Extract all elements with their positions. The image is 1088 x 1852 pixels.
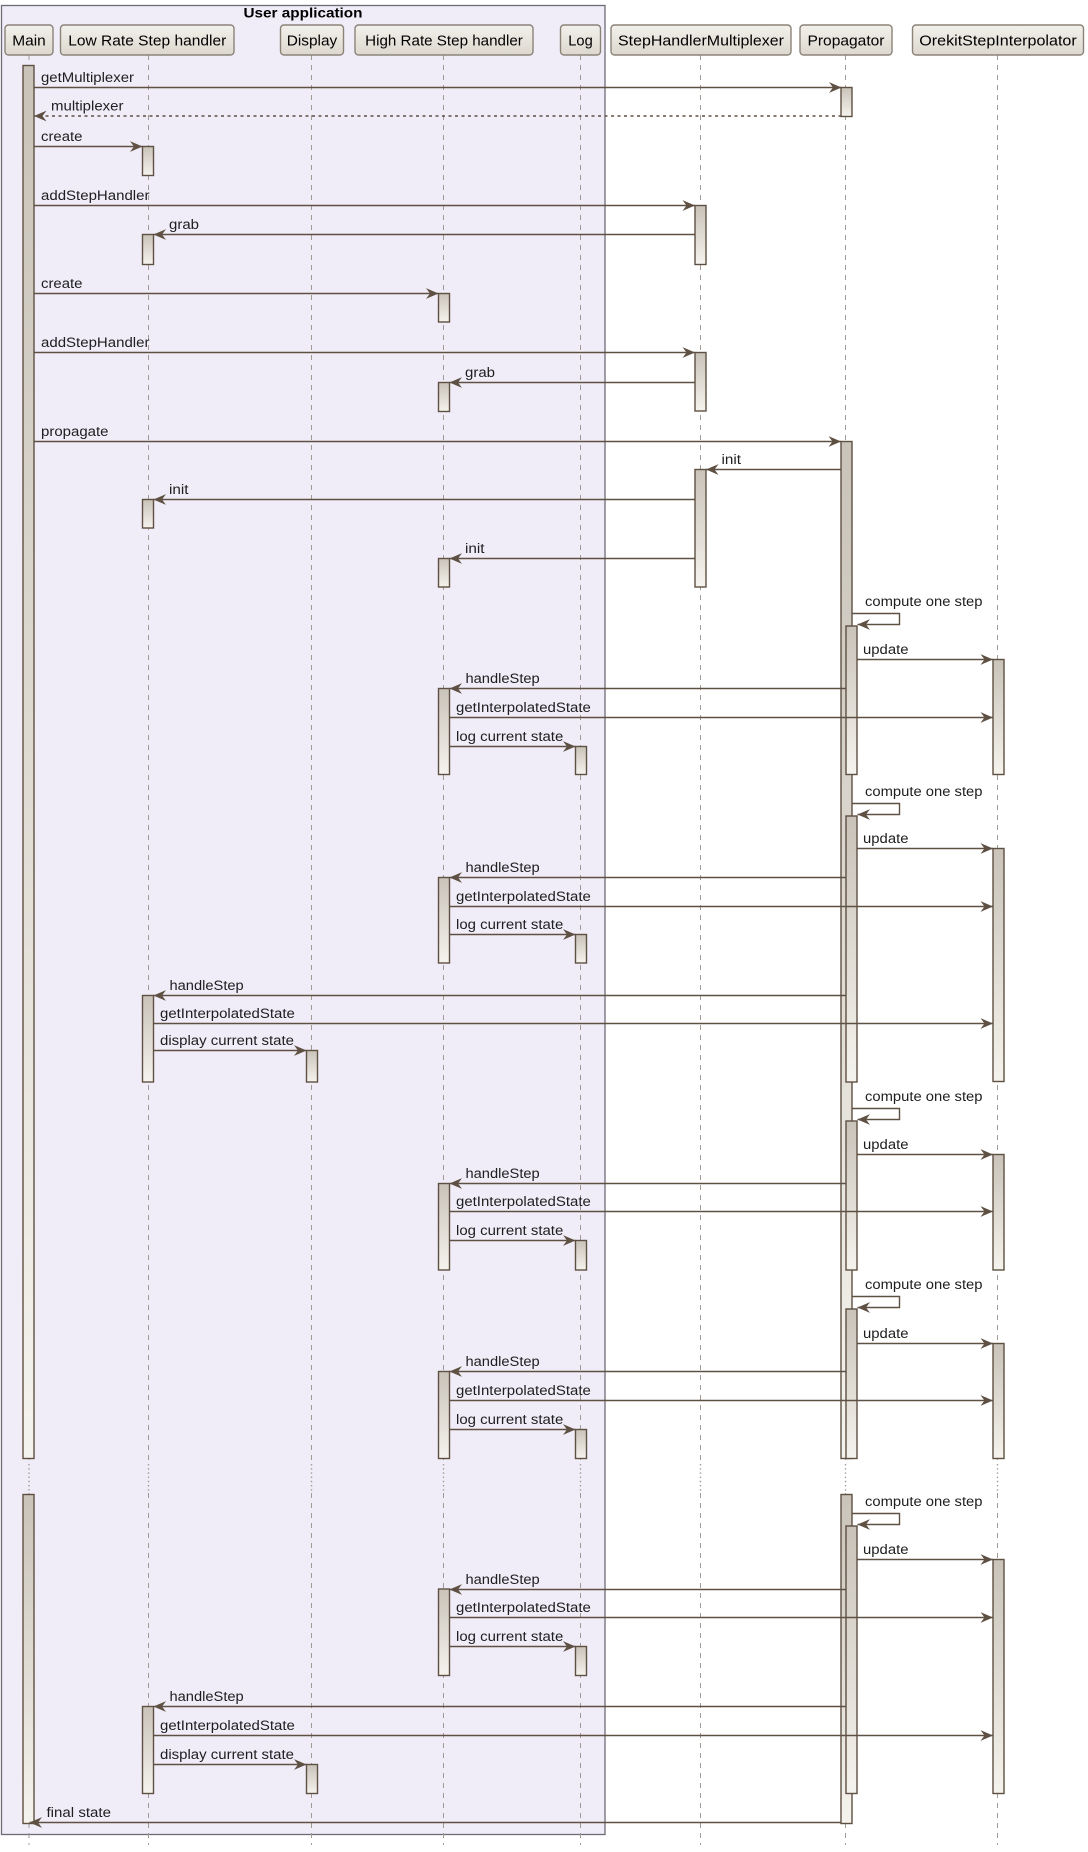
svg-text:High Rate Step handler: High Rate Step handler bbox=[365, 34, 523, 50]
svg-text:update: update bbox=[863, 1326, 909, 1341]
svg-text:handleStep: handleStep bbox=[466, 1572, 540, 1587]
svg-text:getInterpolatedState: getInterpolatedState bbox=[456, 1600, 591, 1615]
svg-text:compute one step: compute one step bbox=[865, 1494, 983, 1509]
svg-text:grab: grab bbox=[465, 365, 495, 380]
svg-text:getInterpolatedState: getInterpolatedState bbox=[160, 1718, 295, 1733]
svg-text:User application: User application bbox=[244, 5, 363, 21]
svg-text:handleStep: handleStep bbox=[466, 1166, 540, 1181]
svg-text:handleStep: handleStep bbox=[466, 1354, 540, 1369]
svg-text:compute one step: compute one step bbox=[865, 594, 983, 609]
svg-text:update: update bbox=[863, 1542, 909, 1557]
svg-text:Display: Display bbox=[287, 34, 338, 50]
svg-text:update: update bbox=[863, 831, 909, 846]
svg-text:addStepHandler: addStepHandler bbox=[41, 335, 150, 350]
svg-text:handleStep: handleStep bbox=[170, 978, 244, 993]
svg-text:log current state: log current state bbox=[456, 917, 563, 932]
svg-text:propagate: propagate bbox=[41, 424, 109, 439]
svg-text:log current state: log current state bbox=[456, 1223, 563, 1238]
svg-text:log current state: log current state bbox=[456, 729, 563, 744]
svg-text:getInterpolatedState: getInterpolatedState bbox=[456, 889, 591, 904]
svg-text:addStepHandler: addStepHandler bbox=[41, 188, 150, 203]
svg-text:handleStep: handleStep bbox=[466, 860, 540, 875]
svg-text:Main: Main bbox=[12, 34, 46, 50]
svg-text:getMultiplexer: getMultiplexer bbox=[41, 70, 135, 85]
svg-text:Propagator: Propagator bbox=[808, 34, 885, 50]
svg-text:create: create bbox=[41, 276, 83, 291]
svg-text:display current state: display current state bbox=[160, 1747, 294, 1762]
svg-text:update: update bbox=[863, 1137, 909, 1152]
svg-text:create: create bbox=[41, 129, 83, 144]
svg-text:display current state: display current state bbox=[160, 1033, 294, 1048]
svg-text:getInterpolatedState: getInterpolatedState bbox=[456, 1194, 591, 1209]
svg-text:grab: grab bbox=[169, 217, 199, 232]
svg-text:log current state: log current state bbox=[456, 1629, 563, 1644]
svg-text:Low Rate Step handler: Low Rate Step handler bbox=[68, 34, 226, 50]
svg-text:Log: Log bbox=[568, 34, 593, 50]
svg-text:compute one step: compute one step bbox=[865, 1089, 983, 1104]
svg-text:OrekitStepInterpolator: OrekitStepInterpolator bbox=[919, 34, 1077, 50]
svg-text:getInterpolatedState: getInterpolatedState bbox=[160, 1006, 295, 1021]
svg-text:final state: final state bbox=[47, 1805, 112, 1820]
svg-text:getInterpolatedState: getInterpolatedState bbox=[456, 700, 591, 715]
svg-text:multiplexer: multiplexer bbox=[51, 99, 124, 114]
svg-text:init: init bbox=[169, 482, 189, 497]
svg-text:init: init bbox=[722, 452, 742, 467]
svg-text:compute one step: compute one step bbox=[865, 784, 983, 799]
svg-text:update: update bbox=[863, 642, 909, 657]
svg-text:handleStep: handleStep bbox=[466, 671, 540, 686]
svg-text:handleStep: handleStep bbox=[170, 1689, 244, 1704]
svg-text:init: init bbox=[465, 541, 485, 556]
svg-text:log current state: log current state bbox=[456, 1412, 563, 1427]
svg-text:getInterpolatedState: getInterpolatedState bbox=[456, 1383, 591, 1398]
svg-text:StepHandlerMultiplexer: StepHandlerMultiplexer bbox=[618, 34, 784, 50]
svg-text:compute one step: compute one step bbox=[865, 1277, 983, 1292]
